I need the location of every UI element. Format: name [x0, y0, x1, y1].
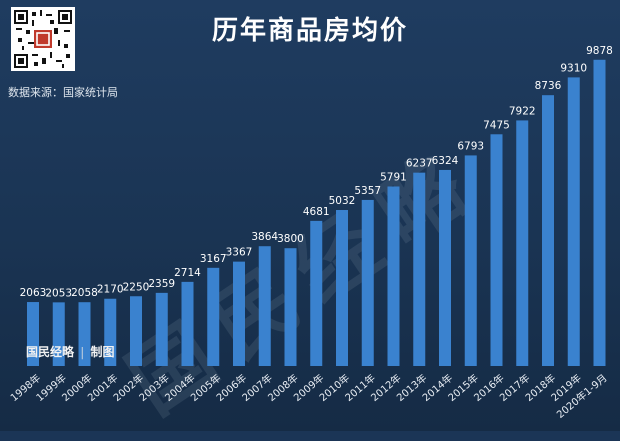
credit-role: 制图 [90, 345, 115, 359]
value-label-0: 2063 [20, 287, 47, 299]
value-label-14: 5791 [380, 171, 407, 183]
value-label-10: 3800 [277, 233, 304, 245]
bar-2 [78, 302, 91, 366]
bar-4 [130, 296, 142, 366]
chart-credit: 国民经略 | 制图 [26, 343, 114, 360]
bar-1 [52, 302, 65, 366]
value-label-21: 9310 [560, 62, 587, 74]
value-label-8: 3367 [226, 247, 253, 259]
value-label-6: 2714 [174, 267, 201, 279]
bar-9 [258, 246, 271, 366]
bar-16 [439, 169, 451, 366]
bar-17 [464, 155, 477, 366]
bar-19 [516, 120, 529, 366]
credit-brand: 国民经略 [26, 345, 75, 359]
qr-code [11, 7, 75, 71]
value-label-18: 7475 [483, 119, 510, 131]
value-label-15: 6237 [406, 158, 433, 170]
bar-18 [490, 134, 503, 366]
value-label-1: 2053 [45, 287, 72, 299]
bar-8 [233, 261, 245, 366]
value-label-5: 2359 [148, 278, 175, 290]
chart-title: 历年商品房均价 [211, 16, 408, 46]
value-label-19: 7922 [509, 105, 536, 117]
bar-5 [155, 292, 168, 366]
bar-22 [593, 59, 606, 366]
bar-7 [207, 267, 220, 366]
bar-15 [413, 172, 426, 366]
bar-12 [336, 210, 348, 366]
value-label-9: 3864 [251, 231, 278, 243]
bar-3 [104, 298, 117, 366]
bar-21 [567, 77, 580, 366]
value-label-22: 9878 [586, 45, 613, 57]
value-label-11: 4681 [303, 206, 330, 218]
bar-13 [361, 199, 374, 366]
value-label-7: 3167 [200, 253, 227, 265]
value-label-2: 2058 [71, 287, 98, 299]
bars-group [27, 59, 606, 367]
bar-11 [310, 220, 323, 366]
value-label-13: 5357 [354, 185, 381, 197]
data-source: 数据来源：国家统计局 [8, 86, 118, 99]
bar-14 [387, 186, 400, 366]
value-label-17: 6793 [457, 140, 484, 152]
bar-20 [542, 95, 554, 367]
bar-0 [27, 302, 39, 366]
bar-10 [284, 248, 297, 366]
bar-6 [181, 281, 194, 366]
value-label-4: 2250 [123, 281, 150, 293]
value-label-16: 6324 [432, 155, 459, 167]
value-label-12: 5032 [329, 195, 356, 207]
value-label-3: 2170 [97, 284, 124, 296]
credit-separator: | [80, 345, 85, 359]
x-tick-labels-group: 1998年1999年2000年2001年2002年2003年2004年2005年… [8, 371, 610, 421]
value-label-20: 8736 [535, 80, 562, 92]
chart-canvas: 国民经略 历年商品房均价 数据来源：国家统计局 2063 2053 2058 2170 [0, 0, 620, 432]
qr-code-icon [14, 10, 72, 68]
